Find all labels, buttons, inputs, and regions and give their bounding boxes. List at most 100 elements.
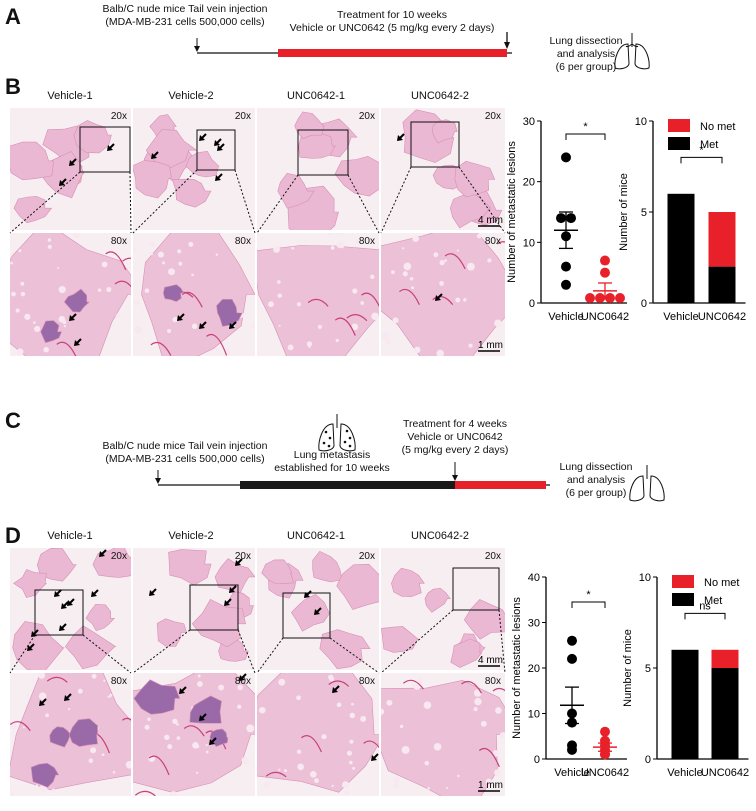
panel-c-injection-text: Balb/C nude mice Tail vein injection (MD…: [103, 440, 268, 466]
alveolus: [386, 699, 393, 706]
vessel: [497, 241, 505, 245]
alveolus: [392, 317, 399, 324]
alveolus: [296, 695, 302, 701]
vessel: [46, 676, 68, 683]
alveolus: [402, 271, 408, 277]
alveolus: [172, 316, 178, 323]
alveolus: [218, 684, 225, 691]
alveolus: [445, 787, 448, 790]
alveolus: [278, 768, 281, 771]
y-axis-label: Number of metastatic lesions: [511, 597, 523, 739]
panel-c-establish-text: Lung metastasis established for 10 weeks: [274, 449, 390, 475]
alveolus: [133, 299, 140, 306]
alveolus: [106, 287, 112, 293]
x-tick-label: UNC0642: [698, 311, 746, 323]
column-title: UNC0642-2: [410, 90, 470, 102]
alveolus: [263, 781, 271, 790]
data-point: [567, 653, 577, 664]
panel-a-timeline: [194, 32, 650, 70]
bar-met: [671, 649, 699, 759]
lung-section: [450, 638, 483, 668]
alveolus: [47, 238, 52, 242]
alveolus: [101, 261, 108, 268]
alveolus: [188, 241, 194, 247]
legend-label: No met: [700, 121, 735, 133]
alveolus: [455, 297, 461, 303]
magnification-label: 80x: [358, 236, 375, 247]
legend-label: Met: [704, 595, 722, 607]
y-tick-label: 30: [528, 618, 540, 630]
metastatic-nodule: [68, 718, 98, 747]
significance-bracket: [565, 133, 606, 140]
vessel: [10, 721, 31, 732]
data-point: [585, 293, 595, 303]
alveolus: [237, 684, 243, 691]
alveolus: [172, 718, 178, 725]
alveolus: [468, 343, 473, 348]
zoom-region-box: [410, 121, 460, 168]
alveolus: [381, 708, 385, 715]
alveolus: [381, 331, 390, 340]
lung-section: [257, 245, 379, 356]
lung-section: [10, 141, 54, 181]
alveolus: [67, 707, 71, 711]
lung-section: [36, 548, 77, 582]
vessel: [361, 292, 379, 308]
alveolus: [268, 301, 274, 308]
metastasis-arrow-icon: [54, 589, 62, 597]
metastasis-arrow-icon: [151, 151, 159, 159]
data-point: [600, 267, 610, 278]
alveolus: [392, 776, 400, 784]
alveolus: [20, 291, 26, 297]
alveolus: [77, 688, 83, 694]
alveolus: [314, 778, 319, 784]
alveolus: [237, 704, 242, 709]
alveolus: [149, 241, 156, 248]
alveolus: [251, 324, 255, 329]
treatment-bar: [455, 481, 546, 489]
significance-bracket: [684, 612, 726, 620]
lung-section: [168, 549, 212, 586]
alveolus: [33, 321, 36, 324]
zoom-guide-line: [132, 169, 198, 234]
alveolus: [439, 259, 445, 266]
alveolus: [344, 790, 350, 796]
lung-section: [336, 563, 379, 610]
lung-section: [277, 172, 315, 209]
magnification-label: 20x: [484, 551, 501, 562]
metastatic-nodule: [209, 728, 229, 747]
alveolus: [401, 746, 410, 754]
y-axis-label: Number of mice: [622, 629, 634, 707]
bar-met: [667, 193, 695, 303]
magnification-label: 80x: [234, 676, 251, 687]
lung-section: [319, 629, 371, 670]
metastasis-arrow-icon: [74, 338, 82, 346]
y-tick-label: 0: [641, 298, 647, 310]
alveolus: [134, 325, 143, 334]
alveolus: [45, 713, 50, 718]
vessel: [444, 253, 466, 270]
zoom-region-box: [452, 567, 500, 611]
metastasis-arrow-icon: [229, 585, 237, 593]
histology-tile-20x: 20x: [257, 108, 379, 230]
data-point: [556, 213, 566, 224]
alveolus: [178, 261, 183, 266]
alveolus: [439, 281, 445, 286]
alveolus: [241, 756, 250, 765]
alveolus: [215, 347, 220, 352]
vessel: [122, 717, 131, 721]
metastatic-lung-icon: [318, 414, 356, 452]
zoom-region-box: [34, 589, 84, 636]
text-line: (5 mg/kg every 2 days): [401, 444, 509, 456]
metastatic-nodule: [189, 695, 222, 724]
column-title: UNC0642-1: [286, 530, 346, 542]
alveolus: [196, 745, 200, 749]
alveolus: [351, 323, 359, 331]
metastasis-arrow-icon: [371, 753, 379, 761]
text-line: (6 per group): [555, 61, 617, 73]
alveolus: [47, 244, 52, 249]
alveolus: [277, 280, 281, 284]
alveolus: [411, 286, 415, 290]
zoom-guide-line: [458, 166, 506, 234]
